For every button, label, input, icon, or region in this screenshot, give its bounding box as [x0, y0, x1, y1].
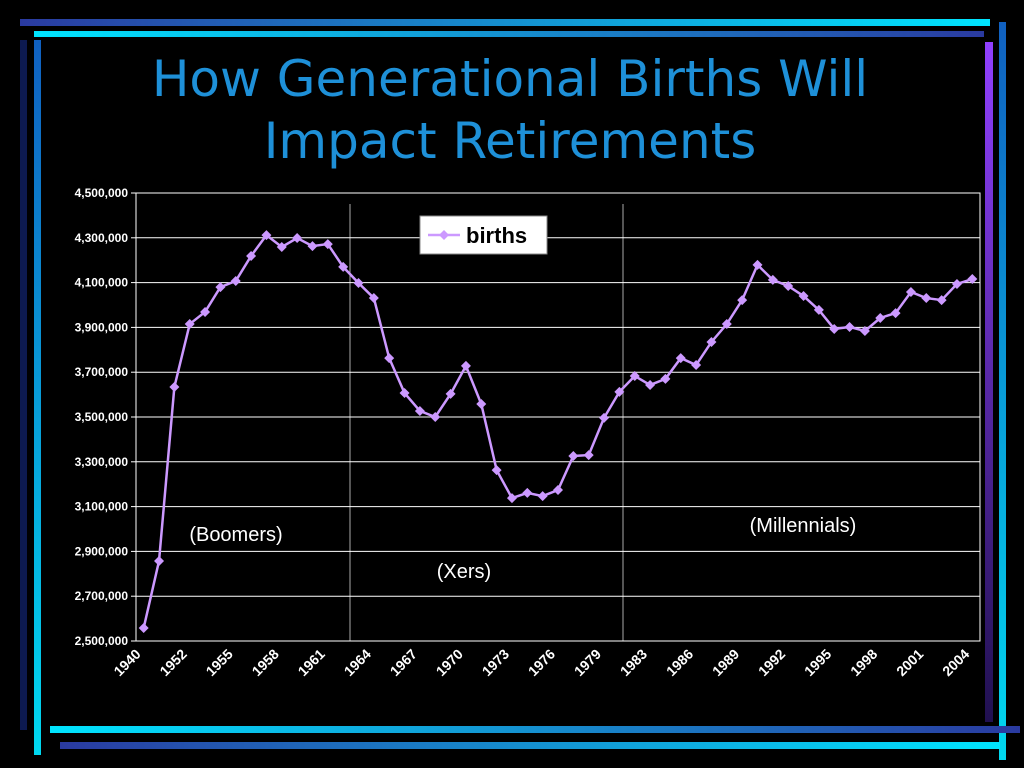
- legend-label: births: [466, 223, 527, 248]
- data-point: [537, 491, 548, 502]
- data-point: [721, 319, 732, 330]
- x-tick-label: 1986: [663, 646, 696, 679]
- data-point: [338, 261, 349, 272]
- data-point: [829, 323, 840, 334]
- data-point: [691, 360, 702, 371]
- x-tick-label: 1952: [156, 646, 189, 679]
- data-point: [798, 291, 809, 302]
- data-point: [460, 360, 471, 371]
- x-tick-label: 1995: [801, 646, 834, 679]
- y-tick-label: 2,500,000: [75, 634, 129, 648]
- x-tick-label: 1998: [847, 646, 880, 679]
- data-point: [645, 379, 656, 390]
- data-point: [154, 556, 165, 567]
- decoration: [20, 19, 1020, 760]
- x-tick-label: 1961: [295, 646, 328, 679]
- data-point: [368, 293, 379, 304]
- y-tick-label: 2,900,000: [75, 544, 129, 558]
- annotation: (Millennials): [750, 515, 857, 537]
- data-point: [752, 259, 763, 270]
- x-tick-label: 1989: [709, 646, 742, 679]
- data-point: [184, 319, 195, 330]
- data-point: [890, 308, 901, 319]
- chart-title: Impact Retirements: [264, 112, 757, 170]
- annotation: (Boomers): [189, 524, 282, 546]
- data-point: [491, 465, 502, 476]
- legend-marker: [439, 230, 449, 240]
- y-tick-label: 4,100,000: [75, 276, 129, 290]
- x-tick-label: 1958: [249, 646, 282, 679]
- data-point: [936, 295, 947, 306]
- data-point: [706, 336, 717, 347]
- data-point: [322, 239, 333, 250]
- x-tick-label: 2001: [893, 646, 926, 679]
- x-tick-label: 1940: [110, 646, 143, 679]
- data-point: [169, 381, 180, 392]
- x-tick-label: 1992: [755, 646, 788, 679]
- data-point: [215, 282, 226, 293]
- x-tick-label: 2004: [939, 646, 972, 679]
- data-point: [200, 306, 211, 317]
- data-point: [553, 485, 563, 496]
- data-point: [859, 325, 870, 336]
- y-tick-label: 3,500,000: [75, 410, 129, 424]
- data-point: [476, 399, 487, 410]
- data-point: [737, 295, 748, 306]
- data-point: [399, 388, 410, 399]
- data-point: [230, 276, 241, 287]
- data-point: [905, 287, 916, 298]
- data-point: [246, 250, 257, 261]
- data-point: [614, 386, 625, 397]
- data-point: [276, 241, 287, 252]
- data-point: [921, 293, 932, 304]
- x-tick-label: 1973: [479, 646, 512, 679]
- data-point: [844, 321, 855, 332]
- data-point: [675, 353, 686, 364]
- data-point: [307, 241, 318, 252]
- x-tick-label: 1983: [617, 646, 650, 679]
- x-tick-label: 1976: [525, 646, 558, 679]
- data-point: [292, 233, 303, 244]
- y-tick-label: 3,100,000: [75, 500, 129, 514]
- data-point: [767, 274, 778, 285]
- data-point: [967, 274, 978, 285]
- x-tick-label: 1964: [341, 646, 374, 679]
- data-point: [629, 371, 640, 382]
- y-tick-label: 3,700,000: [75, 365, 129, 379]
- data-point: [783, 280, 794, 291]
- data-point: [660, 373, 671, 384]
- y-tick-label: 3,300,000: [75, 455, 129, 469]
- y-tick-label: 4,300,000: [75, 231, 129, 245]
- y-tick-label: 4,500,000: [75, 186, 129, 200]
- x-tick-label: 1955: [203, 646, 236, 679]
- data-point: [522, 487, 533, 498]
- data-point: [138, 623, 149, 634]
- y-tick-label: 3,900,000: [75, 320, 129, 334]
- data-point: [568, 450, 579, 461]
- data-point: [583, 450, 594, 461]
- y-tick-label: 2,700,000: [75, 589, 129, 603]
- data-point: [261, 230, 272, 241]
- data-point: [430, 412, 441, 422]
- chart-title: How Generational Births Will: [152, 50, 868, 108]
- data-point: [951, 278, 962, 289]
- data-point: [813, 304, 824, 315]
- data-point: [445, 388, 456, 399]
- data-point: [875, 312, 886, 323]
- data-point: [599, 412, 610, 423]
- x-tick-label: 1979: [571, 646, 604, 679]
- data-point: [384, 353, 395, 364]
- data-point: [506, 493, 517, 504]
- data-point: [414, 405, 425, 416]
- data-point: [353, 278, 364, 289]
- annotation: (Xers): [437, 561, 491, 583]
- x-tick-label: 1967: [387, 646, 420, 679]
- x-tick-label: 1970: [433, 646, 466, 679]
